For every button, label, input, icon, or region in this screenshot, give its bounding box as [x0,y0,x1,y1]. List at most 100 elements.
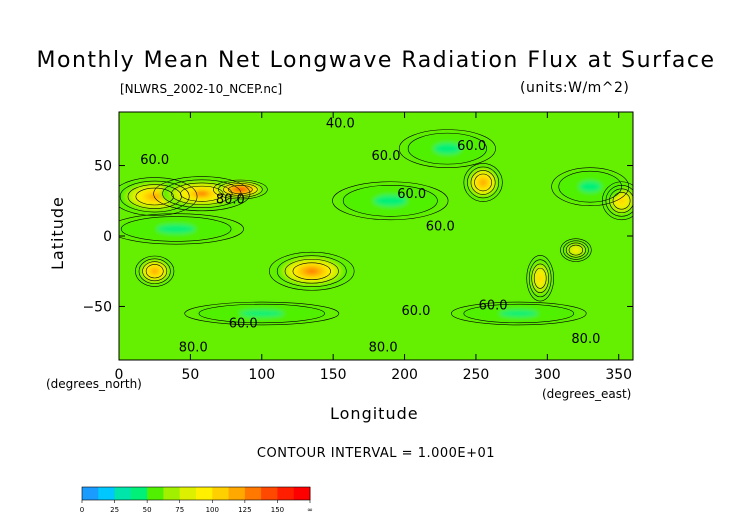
contour-label-10: 80.0 [179,341,208,356]
contour-line-2-3 [228,184,253,195]
contour-label-12: 80.0 [571,332,600,347]
field-patch-0-5 [148,193,161,200]
contour-line-11-0 [119,213,244,245]
contour-line-3-3 [292,262,331,280]
contour-line-0-3 [135,187,174,206]
units-label: (units:W/m^2) [520,80,630,96]
colorbar-label-5: 125 [238,506,251,514]
contour-line-2-0 [213,179,268,200]
contour-line-0-0 [119,177,198,216]
contour-line-9-0 [332,181,449,221]
contour-label-layer: 40.0 60.0 60.0 60.0 60.0 60.0 80.0 60.0 60.0 60.0… [140,117,600,356]
colorbar-swatch-7 [196,487,213,500]
contour-line-10-1 [407,132,487,165]
colorbar-swatch-4 [147,487,164,500]
contour-line-0-1 [119,180,190,213]
contour-label-3: 60.0 [457,139,486,154]
field-patch-8-3 [572,247,580,253]
colorbar-swatch-8 [212,487,230,500]
colorbar-swatch-5 [163,487,181,500]
contour-line-12-1 [558,170,622,203]
y-tick-label-2: −50 [82,299,112,315]
colorbar-swatch-13 [293,487,311,500]
x-tick-label-5: 250 [463,367,490,383]
field-layer [119,112,633,360]
contour-line-1-2 [171,182,233,205]
field-patch-12-2 [579,181,602,193]
colorbar-swatch-6 [179,487,197,500]
colorbar-swatch-10 [244,487,262,500]
chart-title: Monthly Mean Net Longwave Radiation Flux… [36,48,716,73]
contour-line-6-3 [533,267,547,289]
colorbar-label-4: 100 [206,506,219,514]
contour-line-14-1 [463,303,575,324]
colorbar-swatch-2 [114,487,132,500]
contour-line-2-2 [223,183,258,196]
contour-line-6-1 [528,259,552,298]
contour-label-9: 60.0 [229,317,258,332]
contour-line-5-2 [470,170,496,195]
tick-layer: 0 50 100 150 200 250 300 350 50 0 −50 [82,112,633,383]
contour-line-0-2 [127,184,182,209]
colorbar-swatch-3 [130,487,148,500]
field-patch-14-2 [499,310,538,317]
contour-line-13-0 [184,301,340,326]
colorbar: 0 25 50 75 100 125 150 ∞ [80,486,313,514]
x-tick-label-1: 50 [181,367,199,383]
contour-line-8-3 [568,244,584,256]
contour-line-8-2 [565,242,586,258]
contour-line-3-2 [284,258,339,284]
colorbar-label-6: 150 [271,506,284,514]
colorbar-label-3: 75 [175,506,184,514]
y-tick-label-1: 0 [103,229,112,245]
y-tick-label-0: 50 [94,159,112,175]
colorbar-swatch-9 [228,487,246,500]
contour-line-6-0 [526,255,554,302]
x-tick-label-2: 100 [248,367,275,383]
contour-line-13-1 [198,303,325,324]
x-tick-label-3: 150 [320,367,347,383]
contour-label-11: 80.0 [369,341,398,356]
field-patch-13-2 [239,310,284,317]
colorbar-swatch-12 [277,487,295,500]
y-units-label: (degrees_north) [46,377,142,391]
field-patch-7-4 [618,197,625,205]
contour-line-4-3 [145,264,164,279]
colorbar-swatch-1 [98,487,116,500]
contour-line-1-3 [180,185,224,202]
contour-line-8-1 [563,240,589,260]
contour-line-4-0 [135,255,175,287]
colorbar-swatch-0 [82,487,99,500]
y-axis-label: Latitude [48,196,67,270]
contour-label-6: 80.0 [216,193,245,208]
contour-line-5-0 [463,163,503,202]
contour-interval-text: CONTOUR INTERVAL = 1.000E+01 [256,446,496,461]
x-axis-label: Longitude [330,404,419,423]
colorbar-label-1: 25 [110,506,119,514]
contour-line-3-0 [269,251,355,291]
contour-line-12-0 [551,167,630,207]
contour-line-10-0 [398,129,496,168]
contour-line-3-1 [276,255,347,288]
contour-line-4-1 [138,258,171,284]
contour-line-2-1 [218,181,263,198]
field-patch-11-2 [156,224,196,234]
field-patch-9-2 [373,195,407,207]
colorbar-swatch-11 [261,487,278,500]
contour-line-11-1 [120,216,232,242]
contour-line-8-0 [560,238,592,262]
contour-line-7-3 [612,192,631,210]
contour-line-5-1 [467,166,500,199]
file-label: [NLWRS_2002-10_NCEP.nc] [120,82,283,96]
field-patch-1-5 [194,191,209,197]
x-tick-label-0: 0 [115,367,124,383]
colorbar-frame [81,486,311,501]
contour-label-7: 60.0 [402,304,431,319]
field-patch-3-6 [306,268,317,274]
colorbar-label-2: 50 [143,506,152,514]
contour-line-14-0 [451,301,587,326]
contour-label-4: 60.0 [397,187,426,202]
contour-label-2: 60.0 [372,149,401,164]
x-tick-label-6: 300 [534,367,561,383]
contour-label-1: 60.0 [140,153,169,168]
